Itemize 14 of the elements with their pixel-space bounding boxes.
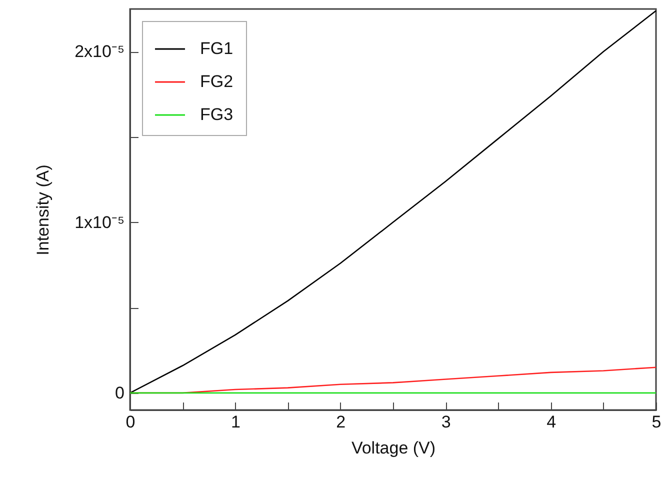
x-tick-label: 1 bbox=[230, 412, 240, 432]
x-tick-label: 4 bbox=[546, 412, 556, 432]
x-tick-label: 5 bbox=[652, 412, 662, 432]
legend-label: FG2 bbox=[200, 72, 234, 91]
y-tick-label: 2x10⁻⁵ bbox=[74, 42, 124, 62]
x-tick-label: 2 bbox=[336, 412, 346, 432]
line-series bbox=[129, 10, 657, 394]
y-tick-label: 1x10⁻⁵ bbox=[74, 212, 124, 232]
y-tick-label: 0 bbox=[115, 383, 124, 402]
y-axis-title: Intensity (A) bbox=[34, 164, 53, 256]
legend-label: FG1 bbox=[200, 39, 234, 58]
legend-label: FG3 bbox=[200, 105, 234, 124]
x-axis-title: Voltage (V) bbox=[351, 438, 436, 458]
x-tick-label: 3 bbox=[441, 412, 451, 432]
